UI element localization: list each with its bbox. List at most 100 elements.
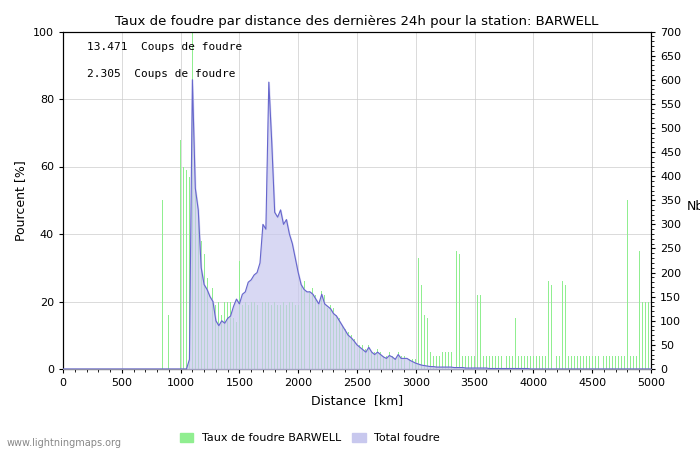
Title: Taux de foudre par distance des dernières 24h pour la station: BARWELL: Taux de foudre par distance des dernière… [116, 14, 598, 27]
Bar [371, 352, 372, 369]
Bar [180, 140, 181, 369]
X-axis label: Distance  [km]: Distance [km] [311, 394, 403, 407]
Bar [280, 305, 281, 369]
Bar [436, 356, 437, 369]
Bar [515, 319, 516, 369]
Bar [183, 166, 184, 369]
Bar [206, 278, 207, 369]
Bar [489, 356, 490, 369]
Bar [627, 200, 628, 369]
Bar [483, 356, 484, 369]
Bar [480, 295, 481, 369]
Bar [336, 315, 337, 369]
Bar [374, 352, 375, 369]
Bar [198, 210, 199, 369]
Bar [324, 295, 325, 369]
Bar [274, 302, 275, 369]
Bar [444, 352, 446, 369]
Bar [277, 305, 278, 369]
Bar [527, 356, 528, 369]
Bar [624, 356, 625, 369]
Bar [230, 302, 231, 369]
Bar [333, 308, 334, 369]
Bar [242, 305, 243, 369]
Bar [495, 356, 496, 369]
Bar [639, 251, 640, 369]
Bar [265, 302, 266, 369]
Bar [339, 319, 340, 369]
Bar [500, 356, 501, 369]
Bar [430, 352, 431, 369]
Bar [262, 302, 263, 369]
Bar [586, 356, 587, 369]
Bar [189, 176, 190, 369]
Bar [283, 302, 284, 369]
Bar [536, 356, 537, 369]
Bar [633, 356, 634, 369]
Bar [574, 356, 575, 369]
Bar [459, 254, 461, 369]
Bar [239, 261, 240, 369]
Bar [233, 319, 234, 369]
Bar [186, 170, 187, 369]
Bar [539, 356, 540, 369]
Bar [301, 284, 302, 369]
Bar [383, 356, 384, 369]
Bar [547, 281, 549, 369]
Bar [162, 200, 163, 369]
Bar [583, 356, 584, 369]
Bar [492, 356, 493, 369]
Bar [530, 356, 531, 369]
Bar [327, 308, 328, 369]
Bar [377, 349, 378, 369]
Bar [592, 356, 593, 369]
Bar [507, 356, 508, 369]
Bar [474, 356, 475, 369]
Bar [503, 356, 505, 369]
Bar [392, 356, 393, 369]
Text: 13.471  Coups de foudre: 13.471 Coups de foudre [87, 42, 242, 52]
Bar [427, 319, 428, 369]
Bar [201, 241, 202, 369]
Bar [286, 305, 287, 369]
Bar [556, 356, 557, 369]
Bar [471, 356, 472, 369]
Bar [292, 302, 293, 369]
Bar [253, 302, 255, 369]
Bar [218, 302, 219, 369]
Bar [386, 356, 387, 369]
Bar [298, 305, 299, 369]
Text: 2.305  Coups de foudre: 2.305 Coups de foudre [87, 68, 235, 79]
Bar [468, 356, 469, 369]
Bar [424, 315, 425, 369]
Bar [456, 251, 457, 369]
Bar [621, 356, 622, 369]
Bar [268, 302, 270, 369]
Y-axis label: Nb: Nb [687, 200, 700, 213]
Bar [348, 332, 349, 369]
Bar [524, 356, 525, 369]
Bar [400, 356, 402, 369]
Bar [580, 356, 581, 369]
Bar [477, 295, 478, 369]
Bar [345, 328, 346, 369]
Bar [615, 356, 616, 369]
Bar [195, 190, 196, 369]
Bar [451, 352, 452, 369]
Bar [415, 359, 416, 369]
Bar [209, 284, 211, 369]
Bar [512, 356, 513, 369]
Bar [368, 346, 369, 369]
Bar [257, 305, 258, 369]
Bar [636, 356, 637, 369]
Bar [245, 302, 246, 369]
Bar [559, 356, 560, 369]
Bar [404, 356, 405, 369]
Bar [224, 302, 225, 369]
Bar [318, 305, 319, 369]
Bar [518, 356, 519, 369]
Bar [448, 352, 449, 369]
Bar [562, 281, 564, 369]
Bar [595, 356, 596, 369]
Bar [321, 292, 322, 369]
